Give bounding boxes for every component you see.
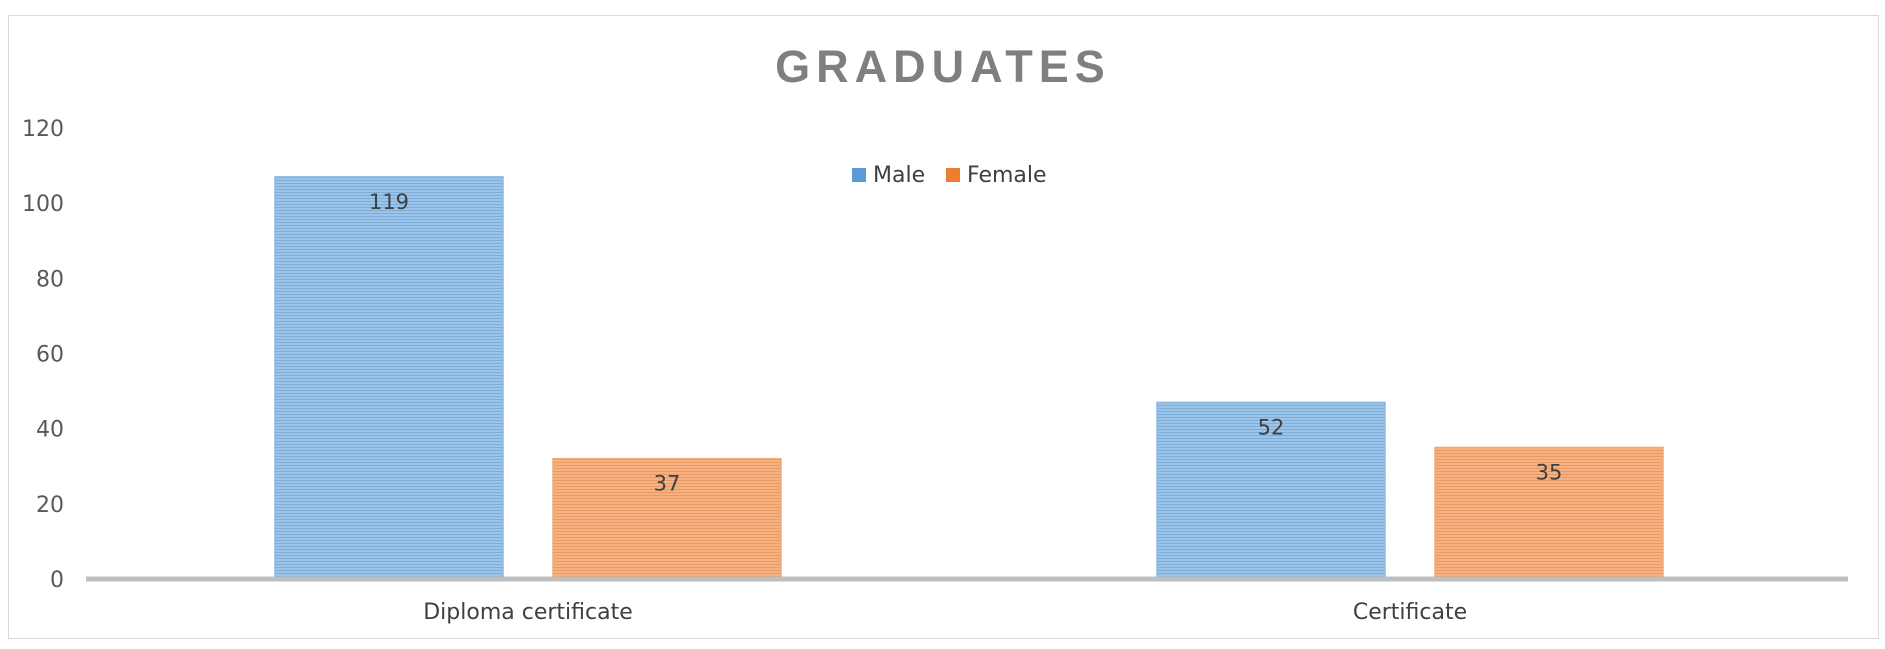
y-tick-label: 120 [22,117,64,142]
legend-swatch-female [946,168,960,182]
y-tick-label: 40 [36,418,64,443]
y-tick-label: 20 [36,493,64,518]
legend: Male Female [852,163,1047,188]
data-labels-group: 119 37 52 35 [369,190,1562,496]
bar-male-2 [1156,401,1386,580]
bar-female-2 [1434,446,1664,580]
data-label-male-2: 52 [1258,415,1285,439]
data-label-female-2: 35 [1536,460,1563,484]
chart-title: GRADUATES [775,41,1111,92]
y-tick-label: 0 [50,568,64,593]
y-axis: 0 20 40 60 80 100 120 [22,117,64,593]
x-tick-label: Diploma certificate [423,600,633,625]
bar-male-1 [274,176,504,580]
y-tick-label: 100 [22,192,64,217]
data-label-female-1: 37 [654,472,681,496]
x-tick-label: Certificate [1353,600,1467,625]
bars-group [274,176,1664,580]
y-tick-label: 60 [36,343,64,368]
legend-label-male: Male [873,163,925,188]
data-label-male-1: 119 [369,190,409,214]
legend-swatch-male [852,168,866,182]
legend-label-female: Female [967,163,1047,188]
x-axis: Diploma certificate Certificate [423,600,1467,625]
bar-female-1 [552,457,782,580]
y-tick-label: 80 [36,267,64,292]
